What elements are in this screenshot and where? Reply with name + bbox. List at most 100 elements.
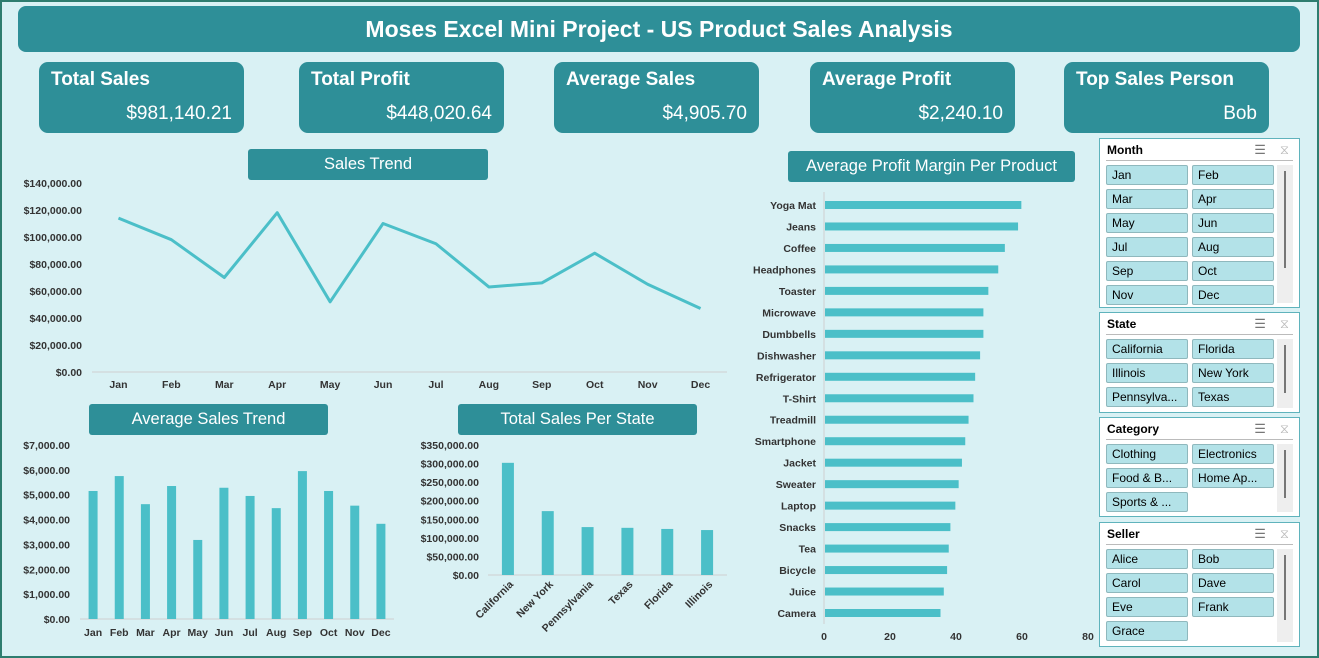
x-tick-label: Feb [162,379,181,391]
slicer-item[interactable]: Grace [1106,621,1188,641]
y-tick-label: $40,000.00 [29,313,82,325]
x-tick-label: Nov [345,627,365,639]
bar [219,487,229,619]
clear-filter-icon[interactable]: ⧖ [1279,421,1289,436]
kpi-value: $4,905.70 [662,103,747,124]
kpi-average-profit: Average Profit $2,240.10 [810,62,1015,133]
y-tick-label: Dishwasher [757,350,816,362]
clear-filter-icon[interactable]: ⧖ [1279,142,1289,157]
slicer-item[interactable]: Eve [1106,597,1188,617]
y-tick-label: $100,000.00 [24,232,83,244]
y-tick-label: $120,000.00 [24,205,83,217]
y-tick-label: $0.00 [56,367,82,379]
y-tick-label: Jacket [783,458,816,470]
slicer-scrollbar[interactable] [1277,339,1293,408]
bar [245,495,255,619]
clear-filter-icon[interactable]: ⧖ [1279,526,1289,541]
x-tick-label: 40 [950,631,962,643]
profit-margin-title: Average Profit Margin Per Product [788,151,1075,182]
y-tick-label: $0.00 [44,614,70,626]
slicer-scrollbar[interactable] [1277,165,1293,303]
slicer-item[interactable]: Nov [1106,285,1188,305]
slicer-item[interactable]: Frank [1192,597,1274,617]
slicer-item[interactable]: Home Ap... [1192,468,1274,488]
y-tick-label: Juice [789,587,816,599]
slicer-item[interactable]: Jan [1106,165,1188,185]
slicer-item[interactable]: Electronics [1192,444,1274,464]
x-tick-label: 20 [884,631,896,643]
y-tick-label: Sweater [776,479,816,491]
slicer-item[interactable]: Pennsylva... [1106,387,1188,407]
kpi-label: Top Sales Person [1076,69,1235,90]
slicer-scrollbar[interactable] [1277,549,1293,642]
clear-filter-icon[interactable]: ⧖ [1279,316,1289,331]
bar [825,415,969,424]
slicer-item[interactable]: New York [1192,363,1274,383]
y-tick-label: $50,000.00 [426,551,479,563]
bar [581,527,594,575]
x-tick-label: Jun [374,379,393,391]
slicer-item[interactable]: Mar [1106,189,1188,209]
bar [825,329,984,338]
x-tick-label: Aug [266,627,286,639]
kpi-label: Total Sales [51,69,150,90]
y-tick-label: Toaster [779,286,816,298]
slicer-item[interactable]: California [1106,339,1188,359]
x-tick-label: 60 [1016,631,1028,643]
slicer-item[interactable]: Sports & ... [1106,492,1188,512]
slicer-title: Category [1107,422,1160,436]
x-tick-label: Feb [110,627,129,639]
bar [825,201,1022,209]
bar [825,222,1019,231]
y-tick-label: Yoga Mat [770,200,816,212]
multi-select-icon[interactable]: ☰ [1254,526,1266,541]
slicer-item[interactable]: Feb [1192,165,1274,185]
y-tick-label: Tea [799,544,816,556]
y-tick-label: $4,000.00 [23,515,70,527]
x-tick-label: Oct [586,379,604,391]
slicer-item[interactable]: Sep [1106,261,1188,281]
y-tick-label: Jeans [786,221,816,233]
slicer-item[interactable]: Clothing [1106,444,1188,464]
y-tick-label: Camera [777,608,816,620]
y-tick-label: Headphones [753,264,816,276]
bar [501,462,514,575]
x-tick-label: Aug [479,379,499,391]
slicer-scrollbar[interactable] [1277,444,1293,512]
slicer-item[interactable]: Jul [1106,237,1188,257]
x-tick-label: 80 [1082,631,1094,643]
x-tick-label: May [188,627,209,639]
slicer-item[interactable]: Dave [1192,573,1274,593]
slicer-item[interactable]: Illinois [1106,363,1188,383]
multi-select-icon[interactable]: ☰ [1254,142,1266,157]
slicer-item[interactable]: Florida [1192,339,1274,359]
slicer-item[interactable]: Alice [1106,549,1188,569]
slicer-item[interactable]: Texas [1192,387,1274,407]
slicer-item[interactable]: Food & B... [1106,468,1188,488]
bar [825,523,951,532]
slicer-item[interactable]: May [1106,213,1188,233]
bar [825,609,941,617]
y-tick-label: $100,000.00 [421,533,480,545]
slicer-item[interactable]: Dec [1192,285,1274,305]
y-tick-label: Microwave [762,307,816,319]
x-tick-label: Nov [638,379,658,391]
slicer-item[interactable]: Bob [1192,549,1274,569]
slicer-item[interactable]: Carol [1106,573,1188,593]
bar [621,527,634,575]
slicer-item[interactable]: Oct [1192,261,1274,281]
sales-trend-title: Sales Trend [248,149,488,180]
y-tick-label: $1,000.00 [23,589,70,601]
slicer-item[interactable]: Jun [1192,213,1274,233]
x-tick-label: Oct [320,627,338,639]
multi-select-icon[interactable]: ☰ [1254,316,1266,331]
slicer-item[interactable]: Aug [1192,237,1274,257]
slicer-item[interactable]: Apr [1192,189,1274,209]
multi-select-icon[interactable]: ☰ [1254,421,1266,436]
y-tick-label: $140,000.00 [24,178,83,190]
kpi-label: Average Profit [822,69,952,90]
